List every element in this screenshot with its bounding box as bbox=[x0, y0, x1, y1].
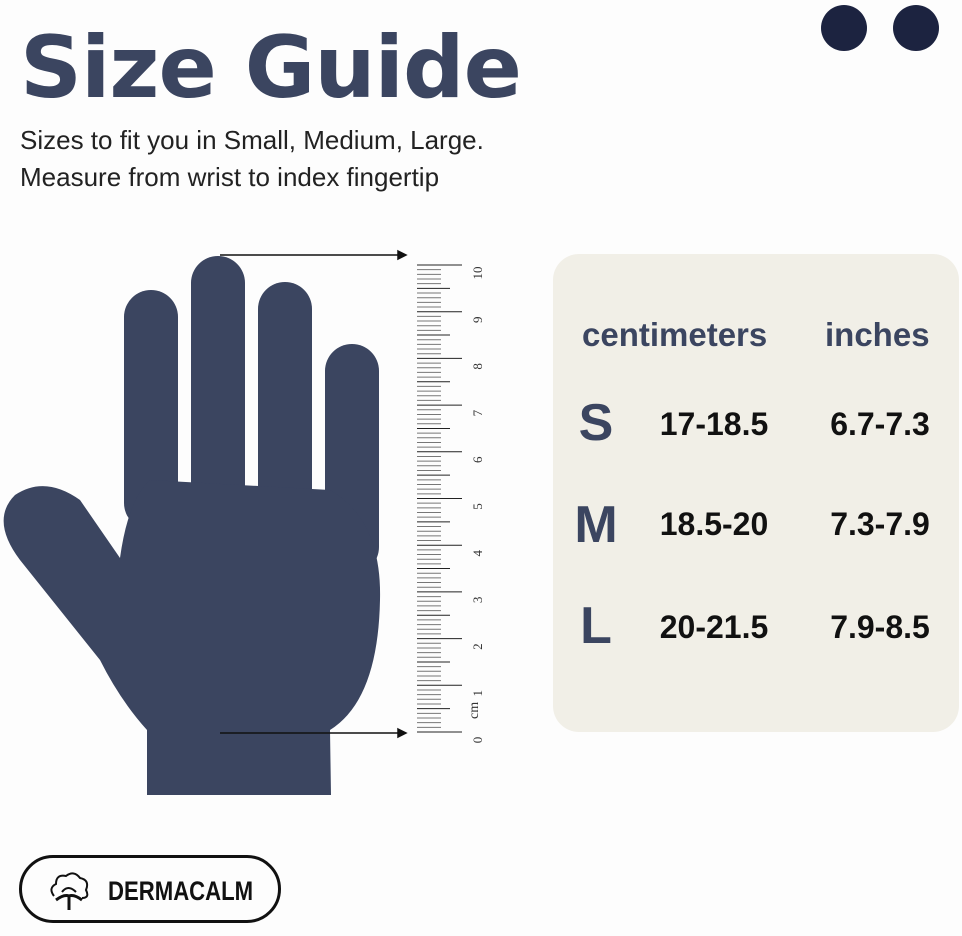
subtitle-line: Measure from wrist to index fingertip bbox=[20, 162, 440, 192]
size-in: 7.3-7.9 bbox=[830, 506, 930, 542]
size-label: S bbox=[578, 394, 614, 452]
size-cm: 17-18.5 bbox=[659, 406, 769, 442]
ruler-label: 6 bbox=[470, 456, 485, 463]
ruler-label: 8 bbox=[470, 363, 485, 370]
decorative-dot bbox=[821, 5, 867, 51]
header-centimeters: centimeters bbox=[582, 316, 768, 353]
page-title: Size Guide bbox=[20, 18, 522, 118]
subtitle: Sizes to fit you in Small, Medium, Large… bbox=[20, 122, 484, 196]
brand-name: DERMACALM bbox=[108, 876, 254, 906]
size-label: M bbox=[574, 496, 618, 554]
ruler: 0 1 2 3 4 5 6 7 8 9 10 bbox=[417, 264, 485, 744]
measure-arrows bbox=[220, 249, 408, 739]
ruler-label: 5 bbox=[470, 503, 485, 510]
size-cm: 18.5-20 bbox=[659, 506, 769, 542]
ruler-unit: cm bbox=[467, 702, 482, 719]
ruler-label: 2 bbox=[470, 643, 485, 650]
size-label: L bbox=[580, 597, 612, 655]
ruler-label: 10 bbox=[470, 267, 485, 280]
size-in: 6.7-7.3 bbox=[830, 406, 930, 442]
header-inches: inches bbox=[825, 316, 930, 353]
size-table-panel bbox=[553, 254, 959, 732]
ruler-label: 3 bbox=[470, 597, 485, 604]
ruler-label: 7 bbox=[470, 409, 485, 416]
size-cm: 20-21.5 bbox=[659, 609, 769, 645]
ruler-label: 9 bbox=[470, 316, 485, 323]
hand-icon bbox=[3, 256, 381, 795]
cotton-icon bbox=[50, 872, 89, 910]
decorative-dot bbox=[893, 5, 939, 51]
ruler-label: 1 bbox=[470, 690, 485, 697]
brand-logo: DERMACALM bbox=[19, 855, 281, 923]
size-in: 7.9-8.5 bbox=[830, 609, 930, 645]
ruler-label: 4 bbox=[470, 549, 485, 556]
subtitle-line: Sizes to fit you in Small, Medium, Large… bbox=[20, 125, 484, 155]
ruler-label: 0 bbox=[470, 737, 485, 744]
